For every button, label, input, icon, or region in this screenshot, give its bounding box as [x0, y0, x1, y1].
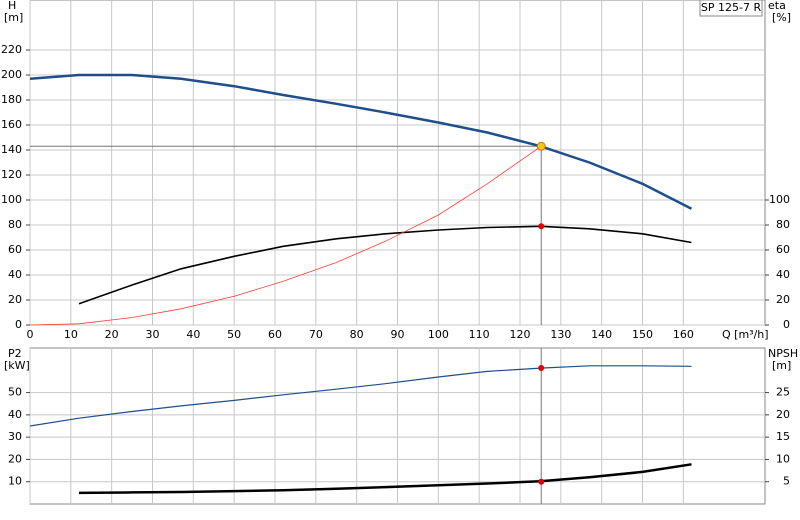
x-tick-label: 60 — [268, 328, 282, 341]
y-tick-label: 30 — [8, 430, 22, 443]
series-line — [78, 225, 692, 305]
y2-tick-label: 5 — [783, 475, 790, 488]
x-tick-label: 30 — [146, 328, 160, 341]
x-tick-label: 80 — [350, 328, 364, 341]
y2-unit: [%] — [772, 11, 791, 24]
x-tick-label: 90 — [391, 328, 405, 341]
marker — [538, 478, 545, 485]
x-tick-label: 140 — [591, 328, 612, 341]
y-tick-label: 20 — [8, 452, 22, 465]
x-tick-label: 70 — [309, 328, 323, 341]
x-tick-label: 110 — [469, 328, 490, 341]
y-label: P2 — [8, 347, 22, 360]
y-tick-label: 200 — [1, 68, 22, 81]
y2-tick-label: 25 — [776, 386, 790, 399]
x-tick-label: 160 — [673, 328, 694, 341]
y-tick-label: 40 — [8, 408, 22, 421]
y-unit: [m] — [4, 11, 23, 24]
y-tick-label: 10 — [8, 475, 22, 488]
y-tick-label: 140 — [1, 143, 22, 156]
marker — [536, 141, 546, 151]
y-unit: [kW] — [4, 359, 30, 372]
chart-title: SP 125-7 R — [701, 1, 762, 14]
y2-tick-label: 100 — [769, 193, 790, 206]
y-tick-label: 50 — [8, 386, 22, 399]
y2-label: eta — [768, 0, 786, 12]
x-tick-label: 10 — [64, 328, 78, 341]
x-tick-label: 0 — [27, 328, 34, 341]
y2-tick-label: 60 — [776, 243, 790, 256]
y2-label: NPSH — [768, 347, 798, 360]
y-tick-label: 180 — [1, 93, 22, 106]
y-tick-label: 120 — [1, 168, 22, 181]
series-line — [78, 463, 692, 495]
y2-tick-label: 80 — [776, 218, 790, 231]
y-tick-label: 40 — [8, 268, 22, 281]
y-tick-label: 160 — [1, 118, 22, 131]
y2-tick-label: 40 — [776, 268, 790, 281]
y2-tick-label: 20 — [776, 408, 790, 421]
title-box — [699, 0, 763, 17]
y-tick-label: 0 — [15, 318, 22, 331]
x-tick-label: 20 — [105, 328, 119, 341]
y-label: H — [8, 0, 16, 12]
x-label: Q [m³/h] — [722, 328, 769, 341]
marker — [538, 223, 545, 230]
y-tick-label: 100 — [1, 193, 22, 206]
y2-tick-label: 20 — [776, 293, 790, 306]
series-line — [29, 145, 542, 326]
x-tick-label: 150 — [632, 328, 653, 341]
y2-unit: [m] — [772, 359, 791, 372]
series-line — [29, 73, 693, 210]
y-tick-label: 80 — [8, 218, 22, 231]
y-tick-label: 60 — [8, 243, 22, 256]
y2-tick-label: 10 — [776, 452, 790, 465]
y-tick-label: 20 — [8, 293, 22, 306]
x-tick-label: 130 — [550, 328, 571, 341]
y2-tick-label: 15 — [776, 430, 790, 443]
x-tick-label: 120 — [510, 328, 531, 341]
y2-tick-label: 0 — [783, 318, 790, 331]
y-tick-label: 220 — [1, 43, 22, 56]
x-tick-label: 50 — [227, 328, 241, 341]
x-tick-label: 100 — [428, 328, 449, 341]
x-tick-label: 40 — [186, 328, 200, 341]
marker — [538, 365, 545, 372]
series-line — [29, 365, 692, 427]
